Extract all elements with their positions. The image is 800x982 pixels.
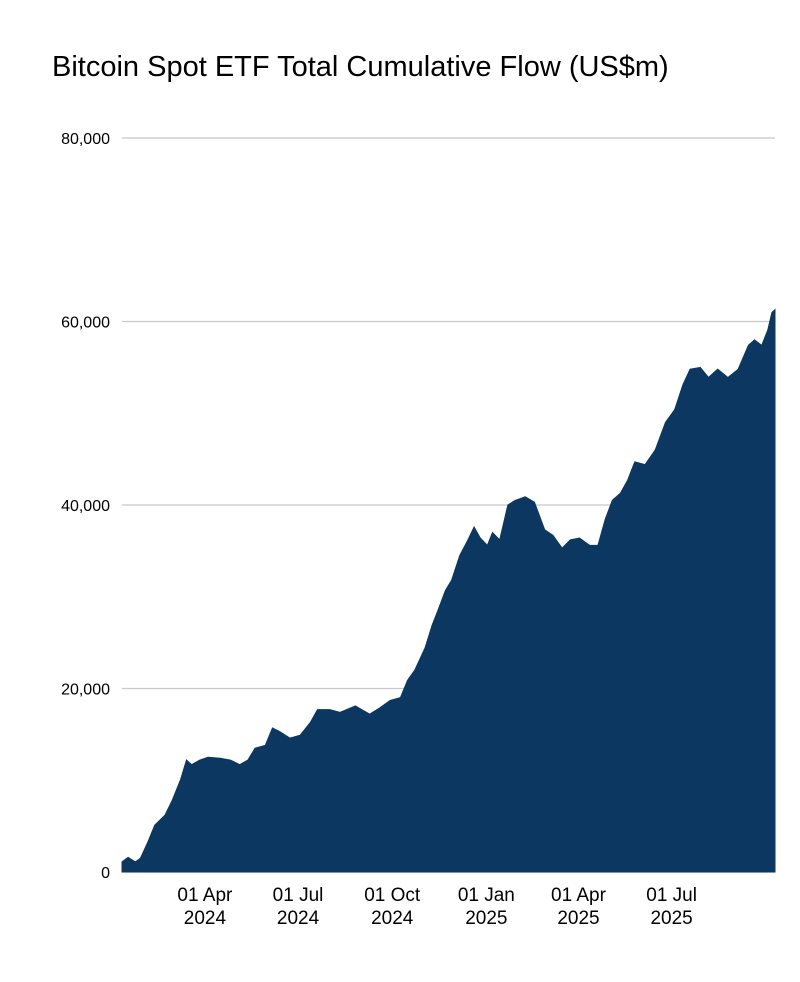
- x-tick-label: 01 Apr 2025: [551, 885, 606, 929]
- y-tick-label: 20,000: [61, 682, 110, 699]
- y-tick-label: 80,000: [61, 131, 110, 148]
- x-tick-label: 01 Oct 2024: [364, 885, 421, 929]
- x-tick-label: 01 Jul 2024: [272, 885, 324, 929]
- chart-title: Bitcoin Spot ETF Total Cumulative Flow (…: [52, 51, 669, 83]
- x-tick-label: 01 Jan 2025: [457, 885, 515, 929]
- y-tick-label: 40,000: [61, 498, 110, 515]
- y-tick-label: 60,000: [61, 315, 110, 332]
- x-tick-label: 01 Jul 2025: [646, 885, 697, 929]
- area: [121, 308, 776, 873]
- x-tick-label: 01 Apr 2024: [177, 885, 233, 929]
- y-tick-label: 0: [101, 865, 110, 882]
